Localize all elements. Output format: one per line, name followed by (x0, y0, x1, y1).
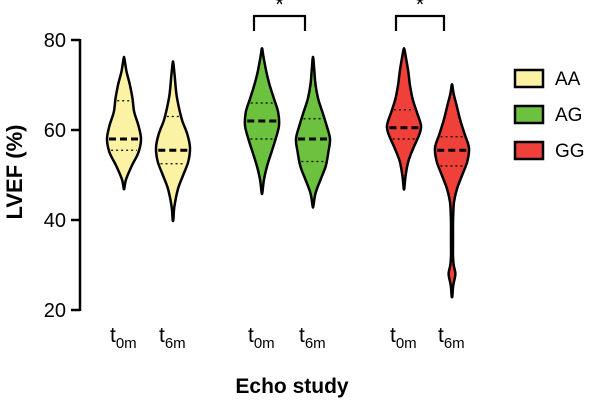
legend-swatch-ag (513, 104, 545, 125)
legend-label-ag: AG (555, 105, 582, 126)
x-tick-label: t0m (248, 324, 275, 352)
legend: AA AG GG (513, 68, 585, 162)
y-axis-label: LVEF (%) (2, 125, 27, 220)
significance-marker: * (275, 0, 284, 17)
legend-label-gg: GG (555, 141, 585, 162)
legend-label-aa: AA (555, 69, 581, 90)
y-tick-label: 80 (44, 30, 66, 52)
x-axis-label: Echo study (235, 375, 349, 398)
x-tick-label: t6m (438, 324, 465, 352)
x-tick-label: t6m (299, 324, 326, 352)
x-tick-label: t0m (110, 324, 137, 352)
significance-bracket (252, 14, 307, 31)
axes: 20 40 60 80 t0m t6m t0m t6m t0m t6m (44, 30, 465, 352)
violin-ag-t6m (294, 55, 332, 209)
x-tick-label: t0m (390, 324, 417, 352)
x-tick-label: t6m (159, 324, 186, 352)
violin-gg-t6m (433, 83, 471, 299)
y-tick-label: 20 (44, 300, 66, 322)
legend-swatch-gg (513, 140, 545, 161)
significance-brackets: * * (252, 0, 446, 31)
violin-aa-t6m (154, 60, 192, 223)
violin-gg-t0m (385, 47, 423, 191)
violin-aa-t0m (105, 55, 143, 191)
y-tick-label: 60 (44, 120, 66, 142)
violins (105, 47, 471, 299)
significance-marker: * (416, 0, 425, 17)
significance-bracket (394, 14, 446, 31)
y-tick-label: 40 (44, 210, 66, 232)
legend-swatch-aa (513, 68, 545, 89)
